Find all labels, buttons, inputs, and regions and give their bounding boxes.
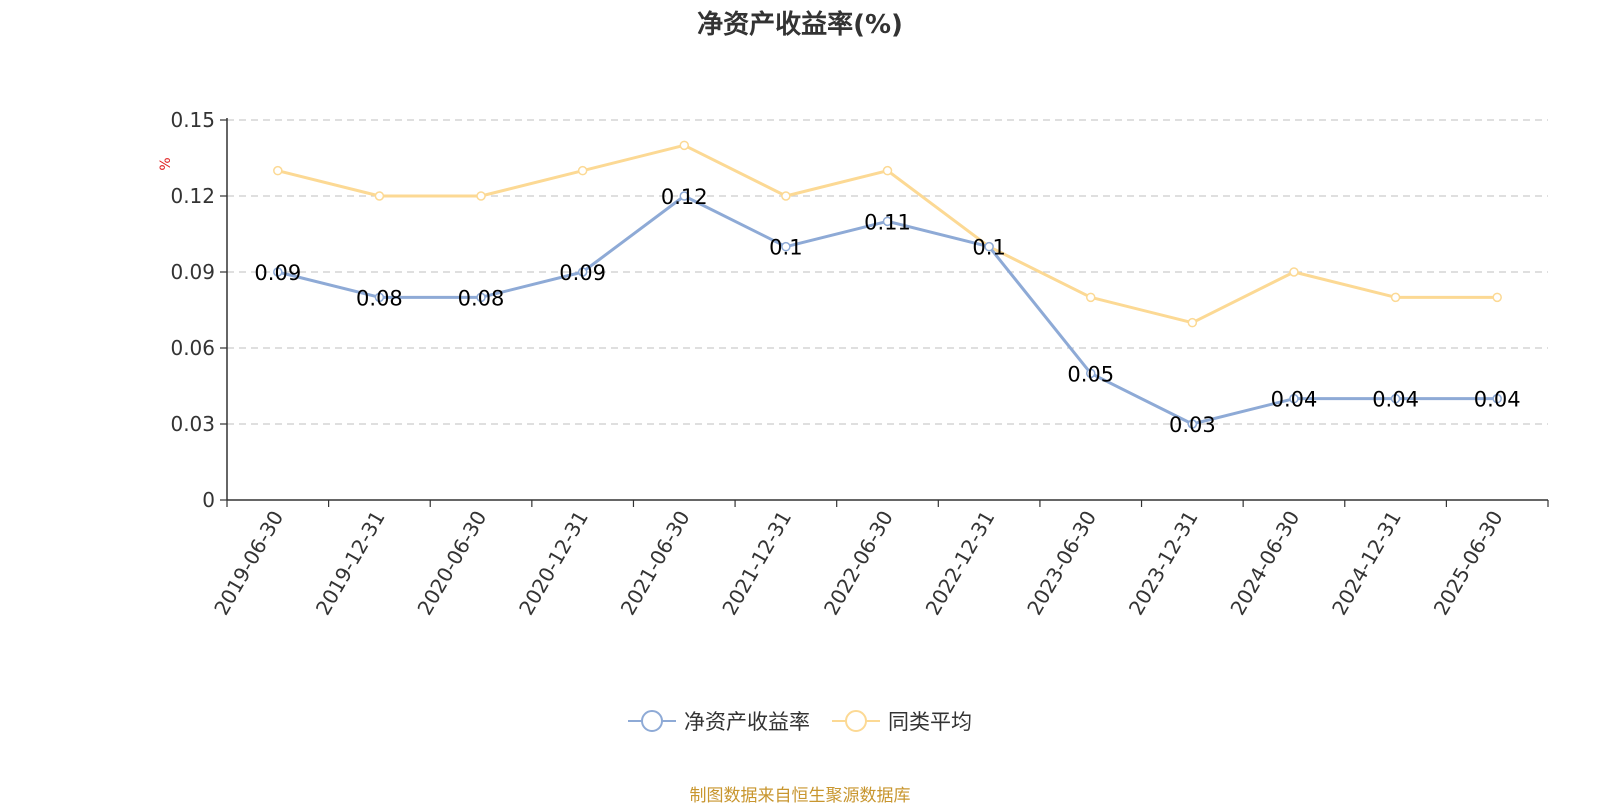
y-tick-label: 0.12 [170,184,215,208]
x-tick-label: 2021-12-31 [717,507,796,620]
data-point-0 [1085,368,1096,379]
data-point-1 [577,165,588,176]
data-point-1 [679,140,690,151]
data-label: 0.08 [458,286,505,310]
legend-peer-average-marker-icon [832,710,880,732]
data-point-1 [1390,292,1401,303]
data-point-1 [476,191,486,201]
y-tick-label: 0.06 [170,336,215,360]
y-axis-label: % [158,157,174,170]
data-point-0 [781,241,791,252]
data-point-1 [1085,292,1096,303]
x-tick-label: 2024-06-30 [1225,507,1304,620]
data-point-1 [1492,292,1502,303]
data-point-1 [781,191,791,201]
y-tick-label: 0.03 [170,412,215,436]
data-point-0 [374,292,385,303]
data-point-1 [1187,317,1198,328]
y-tick-label: 0 [202,488,215,512]
x-tick-label: 2021-06-30 [616,507,695,620]
data-label: 0.04 [1372,388,1419,412]
x-tick-label: 2025-06-30 [1429,507,1508,620]
x-tick-label: 2020-12-31 [514,507,593,620]
data-label: 0.11 [864,210,911,234]
legend-peer-average-label: 同类平均 [888,710,972,734]
data-point-1 [273,165,283,176]
data-point-1 [374,191,385,201]
data-label: 0.09 [559,261,606,285]
data-label: 0.04 [1474,388,1521,412]
legend-roe-marker-icon [628,710,676,732]
data-point-0 [1187,419,1198,429]
line-chart: 0 0.03 0.06 0.09 0.12 0.15% 2019-06-30 2019-12-… [158,108,1549,620]
y-tick-label: 0.09 [170,260,215,284]
legend: 净资产收益率 同类平均 [0,706,1600,736]
data-label: 0.09 [254,261,301,285]
data-point-0 [273,267,283,277]
y-tick-label: 0.15 [170,108,215,132]
x-tick-label: 2020-06-30 [412,507,491,620]
x-tick-label: 2024-12-31 [1327,507,1406,620]
data-point-1 [882,165,893,176]
legend-item-peer-average[interactable]: 同类平均 [832,706,972,736]
data-point-0 [577,267,588,277]
data-label: 0.03 [1169,413,1216,437]
data-label: 0.04 [1271,388,1318,412]
data-label: 0.1 [769,236,802,260]
data-label: 0.08 [356,286,403,310]
data-point-0 [984,241,994,252]
data-label: 0.12 [661,185,708,209]
x-tick-label: 2023-06-30 [1022,507,1101,620]
x-tick-label: 2019-06-30 [209,507,288,620]
x-tick-label: 2019-12-31 [311,507,390,620]
data-label: 0.1 [972,236,1005,260]
source-note: 制图数据来自恒生聚源数据库 [689,786,911,806]
x-tick-label: 2022-12-31 [921,507,1000,620]
data-point-0 [1390,393,1401,404]
legend-item-roe[interactable]: 净资产收益率 [628,706,810,736]
data-point-1 [1289,267,1299,277]
chart-title: 净资产收益率(%) [697,10,903,40]
data-point-0 [1492,393,1502,404]
data-point-0 [476,292,486,303]
data-point-0 [882,216,893,227]
legend-roe-label: 净资产收益率 [684,710,810,734]
data-point-0 [679,191,690,201]
data-point-0 [1289,393,1299,404]
data-label: 0.05 [1067,362,1114,386]
x-tick-label: 2023-12-31 [1124,507,1203,620]
x-tick-label: 2022-06-30 [819,507,898,620]
